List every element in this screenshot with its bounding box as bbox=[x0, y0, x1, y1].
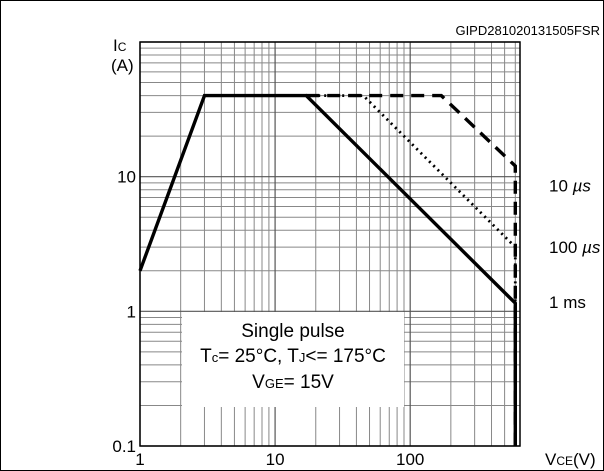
x-tick-label: 100 bbox=[396, 450, 424, 469]
y-axis-label: IC bbox=[113, 36, 127, 55]
y-axis-unit: (A) bbox=[111, 56, 134, 75]
y-tick-label: 1 bbox=[127, 302, 136, 321]
y-tick-label: 0.1 bbox=[112, 437, 136, 456]
series-label: 1 ms bbox=[549, 293, 586, 312]
series-label: 10 µs bbox=[549, 177, 591, 196]
x-tick-label: 10 bbox=[266, 450, 285, 469]
test-conditions-box: Single pulse Tc= 25°C, TJ<= 175°C VGE= 1… bbox=[182, 312, 404, 407]
x-tick-label: 1 bbox=[135, 450, 144, 469]
series-label: 100 µs bbox=[549, 238, 601, 257]
figure-code: GIPD281020131505FSR bbox=[455, 23, 600, 38]
plot-area bbox=[139, 41, 521, 447]
annotation-line-3: VGE= 15V bbox=[252, 372, 334, 393]
x-axis-label: VCE(V) bbox=[545, 450, 596, 469]
y-tick-label: 10 bbox=[117, 168, 136, 187]
annotation-line-1: Single pulse bbox=[241, 321, 345, 342]
annotation-line-2: Tc= 25°C, TJ<= 175°C bbox=[200, 346, 386, 367]
series-line-dashed bbox=[306, 93, 517, 446]
